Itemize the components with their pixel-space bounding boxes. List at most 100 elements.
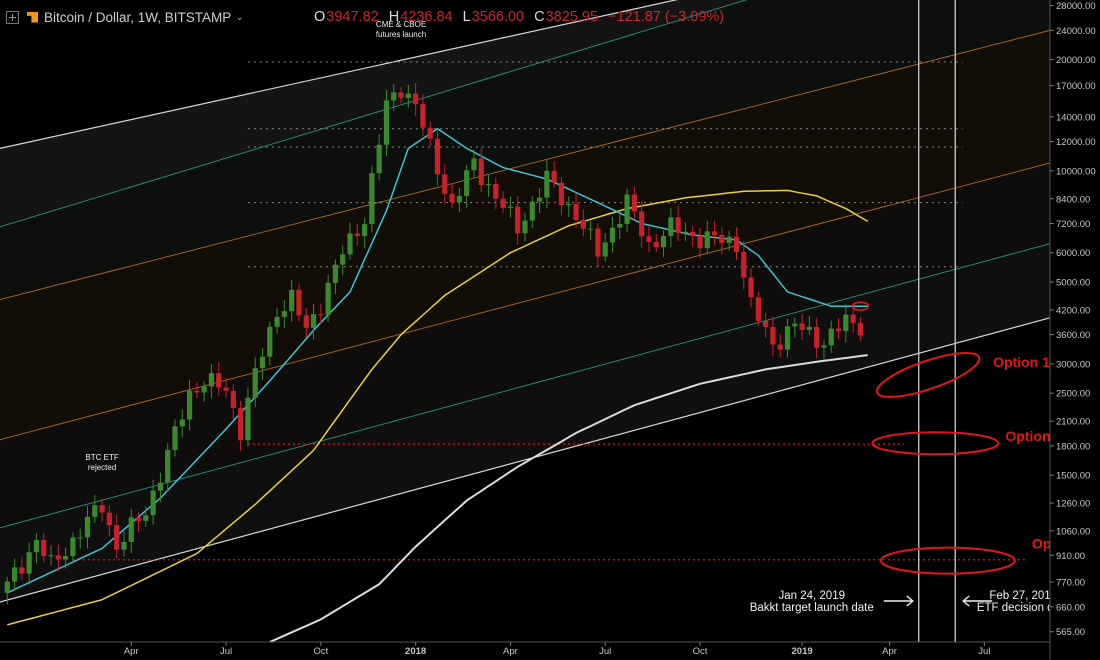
- candle-down[interactable]: [748, 277, 754, 298]
- candle-up[interactable]: [507, 206, 514, 208]
- candle-up[interactable]: [33, 540, 40, 553]
- candle-down[interactable]: [777, 344, 783, 350]
- symbol-header[interactable]: Bitcoin / Dollar, 1W, BITSTAMP ⌄: [6, 7, 244, 27]
- candle-up[interactable]: [617, 223, 623, 228]
- candle-up[interactable]: [602, 242, 608, 257]
- candle-up[interactable]: [179, 419, 185, 427]
- candle-up[interactable]: [405, 93, 411, 98]
- candle-up[interactable]: [566, 204, 572, 206]
- candle-up[interactable]: [157, 482, 164, 491]
- candle-up[interactable]: [281, 311, 287, 317]
- candle-up[interactable]: [668, 217, 674, 236]
- candle-down[interactable]: [114, 525, 120, 550]
- candle-down[interactable]: [500, 198, 506, 208]
- option-ellipse[interactable]: [879, 546, 1016, 575]
- candle-up[interactable]: [121, 541, 127, 550]
- candle-up[interactable]: [245, 397, 251, 441]
- candle-down[interactable]: [413, 93, 419, 105]
- candle-down[interactable]: [763, 320, 769, 328]
- candle-up[interactable]: [310, 314, 317, 328]
- option-ellipse[interactable]: [871, 431, 1000, 456]
- candle-down[interactable]: [478, 158, 484, 186]
- time-axis-panel[interactable]: [0, 642, 1050, 660]
- candle-down[interactable]: [653, 241, 659, 248]
- channel-line[interactable]: [0, 162, 1051, 441]
- candle-down[interactable]: [551, 170, 557, 183]
- candle-up[interactable]: [806, 326, 812, 330]
- candle-up[interactable]: [361, 224, 368, 237]
- candle-up[interactable]: [485, 184, 492, 186]
- candle-down[interactable]: [216, 373, 222, 388]
- candle-up[interactable]: [128, 517, 134, 542]
- chevron-down-icon[interactable]: ⌄: [235, 11, 244, 23]
- candle-up[interactable]: [289, 289, 295, 312]
- candle-up[interactable]: [821, 345, 827, 348]
- candle-down[interactable]: [711, 231, 718, 236]
- channel-line[interactable]: [0, 317, 1051, 603]
- candle-up[interactable]: [77, 537, 83, 539]
- candle-up[interactable]: [259, 356, 266, 369]
- candle-down[interactable]: [850, 314, 856, 323]
- candle-down[interactable]: [580, 219, 586, 229]
- candle-down[interactable]: [41, 540, 47, 557]
- candle-down[interactable]: [675, 217, 681, 234]
- candle-down[interactable]: [434, 138, 441, 175]
- candle-up[interactable]: [208, 373, 215, 387]
- candle-down[interactable]: [639, 211, 645, 237]
- candle-down[interactable]: [55, 555, 61, 560]
- last-price-marker[interactable]: [851, 301, 870, 311]
- candle-up[interactable]: [347, 233, 353, 255]
- candle-up[interactable]: [340, 254, 346, 265]
- candle-up[interactable]: [92, 505, 98, 517]
- candle-down[interactable]: [238, 407, 244, 441]
- candle-down[interactable]: [135, 517, 142, 521]
- symbol-title[interactable]: Bitcoin / Dollar, 1W, BITSTAMP: [44, 9, 232, 25]
- candle-up[interactable]: [252, 368, 258, 398]
- candle-up[interactable]: [63, 556, 69, 560]
- price-axis-panel[interactable]: [1050, 0, 1100, 660]
- candle-up[interactable]: [274, 316, 280, 327]
- candle-up[interactable]: [704, 231, 710, 249]
- candle-up[interactable]: [682, 231, 689, 234]
- candle-down[interactable]: [230, 390, 236, 408]
- candle-up[interactable]: [186, 390, 193, 420]
- candle-up[interactable]: [843, 314, 849, 331]
- candle-up[interactable]: [536, 197, 543, 202]
- channel-line[interactable]: [0, 0, 1050, 228]
- candle-up[interactable]: [26, 552, 32, 574]
- candle-up[interactable]: [172, 426, 178, 450]
- candle-up[interactable]: [70, 537, 76, 557]
- candle-down[interactable]: [697, 235, 703, 249]
- candle-down[interactable]: [442, 174, 448, 194]
- candle-down[interactable]: [733, 236, 740, 252]
- candle-up[interactable]: [165, 449, 171, 483]
- candle-up[interactable]: [376, 144, 382, 174]
- candle-down[interactable]: [799, 323, 805, 330]
- option-ellipse[interactable]: [873, 344, 984, 406]
- candle-up[interactable]: [143, 515, 149, 521]
- candle-down[interactable]: [857, 322, 864, 336]
- candle-down[interactable]: [631, 194, 637, 212]
- candle-up[interactable]: [391, 92, 397, 101]
- candle-down[interactable]: [690, 231, 696, 236]
- candle-up[interactable]: [201, 386, 207, 393]
- candle-up[interactable]: [529, 201, 535, 221]
- candle-down[interactable]: [19, 567, 25, 574]
- candle-down[interactable]: [558, 182, 565, 206]
- candle-down[interactable]: [99, 505, 105, 513]
- candle-up[interactable]: [624, 194, 630, 224]
- candle-down[interactable]: [493, 184, 499, 199]
- candle-up[interactable]: [456, 195, 462, 203]
- channel-line[interactable]: [0, 0, 1050, 149]
- candle-down[interactable]: [449, 193, 455, 203]
- candle-down[interactable]: [719, 235, 725, 243]
- candle-up[interactable]: [48, 555, 54, 557]
- candle-up[interactable]: [660, 235, 667, 248]
- candle-down[interactable]: [398, 92, 404, 98]
- candle-up[interactable]: [369, 173, 375, 225]
- channel-line[interactable]: [0, 243, 1051, 529]
- candle-down[interactable]: [106, 512, 112, 526]
- candle-down[interactable]: [427, 127, 433, 139]
- candle-up[interactable]: [11, 567, 18, 582]
